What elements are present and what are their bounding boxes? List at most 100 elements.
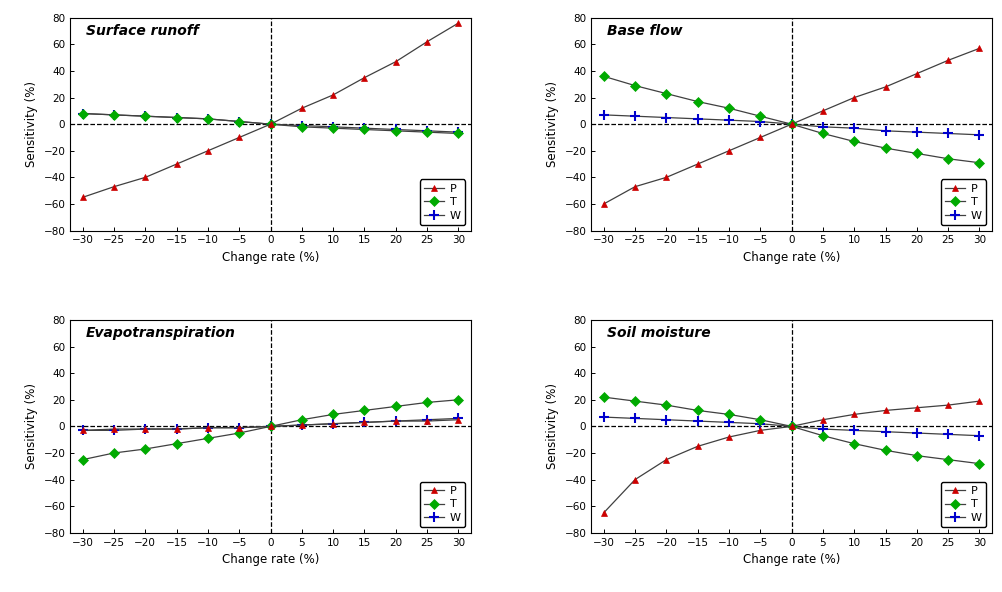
T — [108, 449, 120, 456]
P — [108, 426, 120, 433]
T — [76, 110, 88, 117]
Y-axis label: Sensitivity (%): Sensitivity (%) — [25, 81, 38, 167]
P — [786, 121, 798, 128]
P — [421, 38, 433, 45]
W — [359, 419, 371, 426]
Legend: P, T, W: P, T, W — [941, 179, 986, 225]
Line: P: P — [79, 416, 462, 434]
T — [201, 435, 214, 442]
T — [170, 440, 182, 447]
P — [597, 509, 609, 516]
W — [453, 128, 465, 136]
W — [139, 112, 151, 120]
P — [327, 91, 339, 98]
W — [848, 124, 860, 131]
W — [973, 131, 985, 139]
P — [848, 94, 860, 101]
P — [296, 422, 308, 429]
T — [421, 399, 433, 406]
P — [139, 174, 151, 181]
T — [848, 440, 860, 447]
P — [942, 57, 954, 64]
Text: Evapotranspiration: Evapotranspiration — [86, 326, 236, 340]
T — [722, 411, 734, 418]
P — [786, 423, 798, 430]
T — [973, 460, 985, 467]
P — [453, 416, 465, 423]
T — [359, 407, 371, 414]
T — [453, 396, 465, 403]
P — [421, 417, 433, 424]
P — [76, 194, 88, 201]
W — [911, 429, 923, 436]
T — [660, 401, 672, 408]
W — [201, 115, 214, 123]
P — [233, 424, 245, 431]
T — [233, 429, 245, 436]
P — [139, 426, 151, 433]
Line: P: P — [600, 45, 983, 207]
Y-axis label: Sensitivity (%): Sensitivity (%) — [25, 384, 38, 469]
W — [296, 422, 308, 429]
W — [421, 416, 433, 423]
P — [390, 58, 402, 65]
P — [660, 456, 672, 463]
T — [327, 411, 339, 418]
P — [359, 74, 371, 81]
W — [139, 426, 151, 433]
Y-axis label: Sensitivity (%): Sensitivity (%) — [546, 384, 559, 469]
W — [660, 114, 672, 121]
W — [880, 127, 892, 134]
W — [942, 431, 954, 438]
T — [942, 155, 954, 162]
P — [880, 407, 892, 414]
T — [880, 144, 892, 152]
T — [817, 130, 829, 137]
T — [786, 121, 798, 128]
Legend: P, T, W: P, T, W — [420, 482, 465, 527]
P — [201, 424, 214, 431]
W — [390, 417, 402, 424]
P — [722, 433, 734, 440]
X-axis label: Change rate (%): Change rate (%) — [221, 251, 320, 264]
T — [421, 128, 433, 136]
Text: Soil moisture: Soil moisture — [607, 326, 710, 340]
T — [359, 126, 371, 133]
T — [597, 73, 609, 80]
W — [108, 427, 120, 434]
P — [817, 416, 829, 423]
P — [691, 160, 703, 168]
W — [660, 416, 672, 423]
P — [817, 107, 829, 114]
Line: T: T — [79, 396, 462, 463]
T — [139, 112, 151, 120]
T — [755, 112, 767, 120]
W — [722, 419, 734, 426]
W — [597, 414, 609, 421]
T — [296, 123, 308, 130]
Line: P: P — [79, 20, 462, 201]
P — [108, 183, 120, 190]
W — [786, 121, 798, 128]
T — [265, 121, 277, 128]
W — [911, 128, 923, 136]
X-axis label: Change rate (%): Change rate (%) — [221, 553, 320, 566]
P — [76, 427, 88, 434]
W — [848, 427, 860, 434]
T — [722, 105, 734, 112]
W — [817, 123, 829, 130]
T — [265, 423, 277, 430]
W — [691, 115, 703, 123]
W — [817, 426, 829, 433]
W — [327, 420, 339, 427]
W — [108, 111, 120, 118]
P — [201, 147, 214, 155]
P — [170, 160, 182, 168]
Line: T: T — [600, 73, 983, 166]
P — [755, 134, 767, 141]
T — [660, 90, 672, 97]
W — [421, 127, 433, 134]
P — [359, 419, 371, 426]
W — [722, 117, 734, 124]
Line: T: T — [600, 394, 983, 467]
